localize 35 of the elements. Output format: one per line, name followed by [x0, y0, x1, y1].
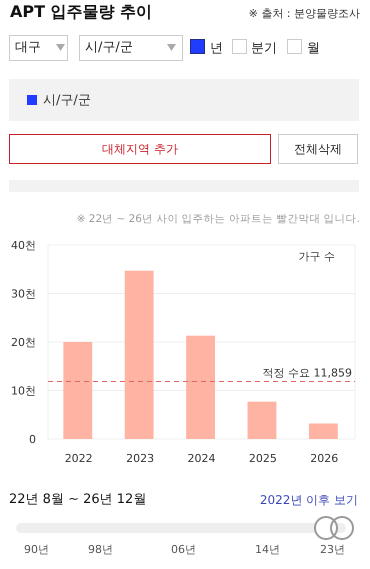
text: 년 — [210, 40, 223, 57]
bar — [248, 402, 276, 439]
bar — [186, 336, 216, 439]
x-tick-label: 2023 — [126, 452, 154, 465]
text: 전체삭제 — [278, 134, 358, 164]
y-axis-title: 가구 수 — [298, 250, 335, 263]
bar — [308, 423, 338, 439]
text: 22년 8월 ~ 26년 12월 — [9, 491, 146, 508]
text: ※ 22년 ~ 26년 사이 입주하는 아파트는 빨간막대 입니다. — [76, 212, 360, 226]
text: 대구 — [9, 35, 68, 61]
bar — [63, 342, 92, 439]
bar — [124, 270, 154, 439]
text: 23년 — [320, 542, 345, 557]
text: 14년 — [255, 542, 280, 557]
text: ※ 출처 : 분양물량조사 — [248, 6, 360, 21]
text: 98년 — [88, 542, 113, 557]
text: 월 — [307, 40, 320, 57]
ref-line-label: 적정 수요 11,859 — [262, 366, 352, 380]
text: 90년 — [24, 542, 49, 557]
y-tick-label: 20천 — [11, 336, 36, 349]
text: 시/구/군 — [79, 35, 183, 61]
y-tick-label: 30천 — [11, 288, 36, 300]
x-tick-label: 2025 — [248, 452, 277, 465]
x-tick-label: 2026 — [310, 452, 338, 465]
text: 분기 — [251, 40, 277, 57]
y-tick-label: 10천 — [11, 384, 36, 398]
text: 2022년 이후 보기 — [260, 492, 358, 509]
text: 시/구/군 — [43, 92, 91, 109]
y-tick-label: 0 — [29, 433, 36, 446]
x-tick-label: 2022 — [64, 452, 93, 465]
text: 06년 — [171, 542, 196, 557]
chart-title: APT 입주물량 추이 — [10, 2, 152, 23]
y-tick-label: 40천 — [11, 239, 36, 252]
x-tick-label: 2024 — [188, 452, 216, 465]
text: 대체지역 추가 — [9, 134, 271, 164]
